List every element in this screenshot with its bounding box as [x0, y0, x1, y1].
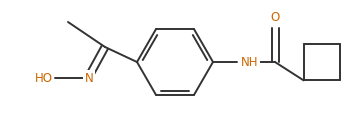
Text: N: N — [84, 72, 93, 84]
Text: NH: NH — [241, 55, 258, 69]
Text: HO: HO — [35, 72, 53, 84]
Text: O: O — [270, 11, 280, 24]
